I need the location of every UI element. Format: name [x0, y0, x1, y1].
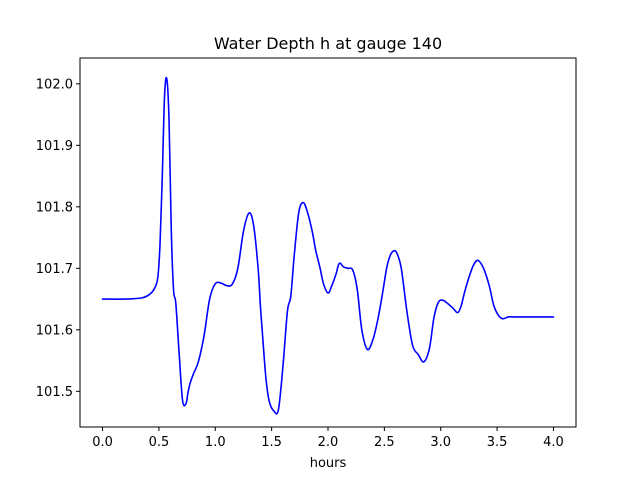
x-tick-label: 1.5	[261, 435, 282, 450]
y-tick-label: 101.7	[36, 262, 73, 277]
chart-title: Water Depth h at gauge 140	[214, 34, 442, 53]
x-axis-label: hours	[310, 456, 347, 471]
x-tick-label: 2.0	[318, 435, 339, 450]
y-axis: 101.5 101.6 101.7 101.8 101.9 102.0	[36, 77, 80, 400]
x-tick-label: 0.5	[149, 435, 170, 450]
y-tick-label: 101.9	[36, 139, 73, 154]
plot-area	[101, 76, 555, 415]
series-line-0	[101, 76, 555, 415]
x-axis: 0.0 0.5 1.0 1.5 2.0 2.5 3.0 3.5 4.0	[92, 427, 564, 450]
x-tick-label: 3.5	[487, 435, 508, 450]
y-tick-label: 101.5	[36, 385, 73, 400]
x-tick-label: 2.5	[374, 435, 395, 450]
y-tick-label: 101.8	[36, 200, 73, 215]
x-tick-label: 0.0	[92, 435, 113, 450]
x-tick-label: 4.0	[543, 435, 564, 450]
x-tick-label: 1.0	[205, 435, 226, 450]
y-tick-label: 101.6	[36, 323, 73, 338]
y-tick-label: 102.0	[36, 77, 73, 92]
x-tick-label: 3.0	[430, 435, 451, 450]
